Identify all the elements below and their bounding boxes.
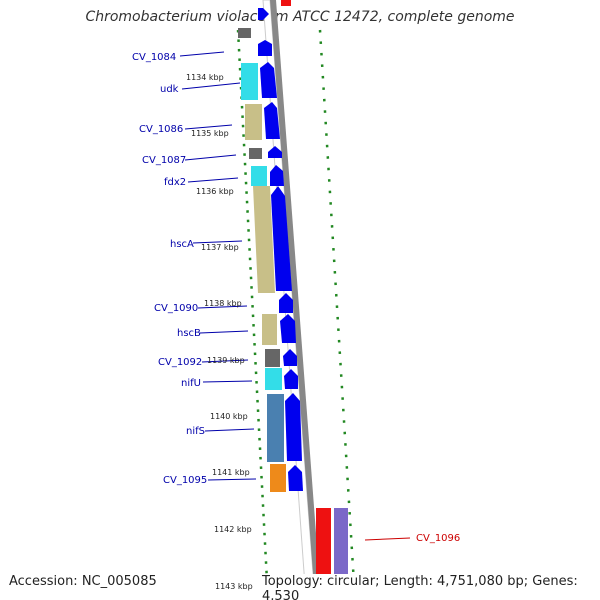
feature-block bbox=[245, 104, 262, 140]
gene-label-hsca[interactable]: hscA bbox=[170, 239, 194, 250]
accession-text: Accession: NC_005085 bbox=[7, 574, 159, 589]
feature-block bbox=[262, 314, 277, 345]
gene-label-nifu[interactable]: nifU bbox=[181, 378, 201, 389]
feature-block bbox=[249, 148, 262, 159]
feature-block bbox=[238, 28, 251, 38]
gene-arrow bbox=[258, 40, 272, 56]
leader-line bbox=[364, 537, 411, 541]
genome-title: Chromobacterium violaceum ATCC 12472, co… bbox=[85, 9, 515, 25]
tick-rings bbox=[236, 29, 357, 600]
gene-label-cv-1084[interactable]: CV_1084 bbox=[132, 52, 176, 63]
kbp-label-1140: 1140 kbp bbox=[210, 412, 248, 421]
red-marker-top bbox=[281, 0, 291, 6]
leader-line bbox=[181, 82, 241, 90]
gene-label-cv-1095[interactable]: CV_1095 bbox=[163, 475, 207, 486]
kbp-label-1143: 1143 kbp bbox=[215, 582, 253, 591]
feature-block bbox=[270, 464, 286, 492]
backbone-line bbox=[270, 0, 321, 600]
leader-line bbox=[197, 305, 248, 309]
forward-gene-arrows bbox=[258, 8, 303, 491]
gene-arrow bbox=[283, 349, 297, 366]
leader-line bbox=[207, 478, 257, 481]
kbp-tick-labels: 1134 kbp 1135 kbp 1136 kbp 1137 kbp 1138… bbox=[186, 73, 253, 591]
gene-arrow bbox=[285, 393, 302, 461]
leader-line bbox=[199, 330, 249, 334]
gene-arrow bbox=[280, 314, 296, 343]
gene-label-leaders bbox=[179, 51, 411, 541]
feature-block bbox=[265, 368, 282, 390]
kbp-label-1139: 1139 kbp bbox=[207, 356, 245, 365]
kbp-label-1135: 1135 kbp bbox=[191, 129, 229, 138]
leader-line bbox=[201, 359, 249, 363]
kbp-label-1136: 1136 kbp bbox=[196, 187, 234, 196]
leader-line bbox=[184, 124, 233, 130]
gene-label-nifs[interactable]: nifS bbox=[186, 426, 205, 437]
topology-text: Topology: circular; Length: 4,751,080 bp… bbox=[260, 574, 600, 600]
leader-line bbox=[187, 177, 239, 183]
kbp-label-1141: 1141 kbp bbox=[212, 468, 250, 477]
gene-arrow bbox=[270, 165, 284, 186]
leader-line bbox=[202, 380, 253, 383]
gene-label-fdx2[interactable]: fdx2 bbox=[164, 177, 186, 188]
gene-arrow bbox=[284, 369, 298, 389]
leader-line bbox=[179, 51, 225, 57]
gene-arrow bbox=[288, 465, 303, 491]
gene-arrow bbox=[264, 102, 280, 139]
kbp-label-1134: 1134 kbp bbox=[186, 73, 224, 82]
feature-block bbox=[251, 166, 267, 186]
gene-arrow bbox=[279, 293, 293, 313]
gene-label-cv-1096[interactable]: CV_1096 bbox=[416, 533, 460, 544]
gene-label-udk[interactable]: udk bbox=[160, 84, 179, 95]
gene-label-cv-1090[interactable]: CV_1090 bbox=[154, 303, 198, 314]
feature-block bbox=[253, 186, 275, 293]
kbp-label-1138: 1138 kbp bbox=[204, 299, 242, 308]
gene-label-cv-1087[interactable]: CV_1087 bbox=[142, 155, 186, 166]
gene-label-cv-1092[interactable]: CV_1092 bbox=[158, 357, 202, 368]
gene-arrow bbox=[271, 186, 292, 291]
kbp-label-1137: 1137 kbp bbox=[201, 243, 239, 252]
feature-block bbox=[241, 63, 258, 100]
kbp-label-1142: 1142 kbp bbox=[214, 525, 252, 534]
leader-line bbox=[204, 428, 255, 432]
gene-label-hscb[interactable]: hscB bbox=[177, 328, 201, 339]
gene-arrow bbox=[268, 146, 282, 158]
feature-block bbox=[265, 349, 280, 367]
leader-line bbox=[184, 154, 237, 161]
inner-tick-ring bbox=[236, 29, 270, 600]
gene-arrow bbox=[260, 62, 277, 98]
leader-line bbox=[192, 240, 243, 244]
feature-block bbox=[267, 394, 284, 462]
gene-label-cv-1086[interactable]: CV_1086 bbox=[139, 124, 183, 135]
gene-arrow bbox=[258, 8, 269, 20]
gene-labels: CV_1084 udk CV_1086 CV_1087 fdx2 hscA CV… bbox=[132, 52, 460, 544]
